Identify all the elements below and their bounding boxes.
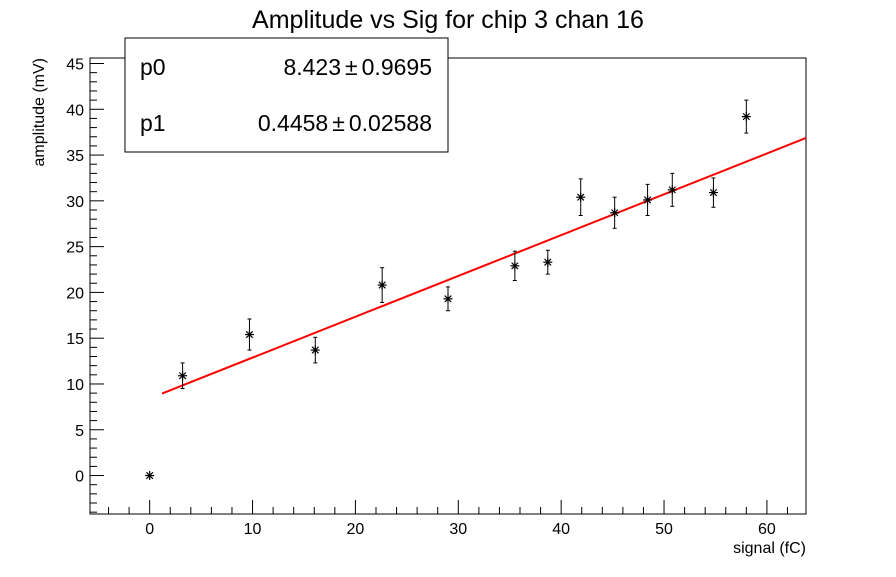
data-point: [145, 471, 155, 481]
y-tick-label: 35: [66, 148, 84, 165]
data-point: [610, 196, 620, 229]
marker-stroke: [146, 471, 154, 480]
stats-box-frame: [124, 37, 449, 153]
marker-stroke: [577, 193, 585, 201]
marker-stroke: [610, 209, 619, 217]
y-tick-label: 0: [75, 469, 84, 486]
fit-layer: [161, 137, 807, 395]
data-point: [244, 318, 254, 351]
stats-p0-name: p0: [140, 54, 166, 80]
axes-layer: 0 10 20 30 40 50 60 0 5 10 15 20 25 30 35 40 45: [66, 56, 788, 538]
data-point: [543, 249, 553, 275]
x-axis-label: signal (fC): [733, 540, 806, 557]
y-tick-label: 45: [66, 56, 84, 73]
marker-stroke: [311, 346, 319, 354]
y-tick-label: 40: [66, 102, 84, 119]
data-point: [643, 183, 653, 216]
y-axis-label: amplitude (mV): [31, 58, 48, 166]
stats-p0-value: 8.423 ±0.9695: [283, 54, 432, 80]
stats-box: p0 8.423 ±0.9695 p1 0.4458 ±0.02588: [124, 37, 449, 153]
data-point: [310, 336, 320, 364]
data-point: [708, 177, 718, 208]
stats-p1-name: p1: [140, 110, 166, 136]
stats-p1-value: 0.4458 ±0.02588: [258, 110, 432, 136]
x-tick-label: 60: [758, 521, 776, 538]
marker-stroke: [668, 186, 676, 194]
y-tick-label: 20: [66, 285, 84, 302]
marker-stroke: [742, 112, 750, 121]
data-point: [667, 172, 677, 207]
marker-stroke: [178, 372, 187, 380]
marker-stroke: [444, 295, 452, 303]
y-tick-label: 30: [66, 194, 84, 211]
y-tick-label: 10: [66, 377, 84, 394]
x-tick-label: 40: [552, 521, 570, 538]
x-tick-label: 10: [244, 521, 262, 538]
marker-stroke: [544, 258, 552, 266]
x-tick-label: 20: [347, 521, 365, 538]
marker-stroke: [709, 188, 718, 197]
y-tick-label: 25: [66, 240, 84, 257]
x-tick-label: 30: [449, 521, 467, 538]
points-layer: [145, 99, 751, 481]
data-point: [443, 286, 453, 312]
y-tick-label: 5: [75, 423, 84, 440]
x-tick-label: 0: [145, 521, 154, 538]
data-point: [510, 250, 520, 282]
marker-stroke: [643, 196, 652, 204]
y-tick-label: 15: [66, 331, 84, 348]
fit-line: [161, 137, 807, 395]
marker-stroke: [378, 281, 386, 289]
x-tick-label: 50: [655, 521, 673, 538]
data-point: [178, 362, 188, 390]
data-point: [377, 267, 387, 303]
marker-stroke: [511, 262, 519, 270]
marker-stroke: [245, 330, 254, 339]
data-point: [576, 178, 586, 216]
data-point: [741, 99, 751, 134]
chart-title: Amplitude vs Sig for chip 3 chan 16: [252, 6, 644, 34]
